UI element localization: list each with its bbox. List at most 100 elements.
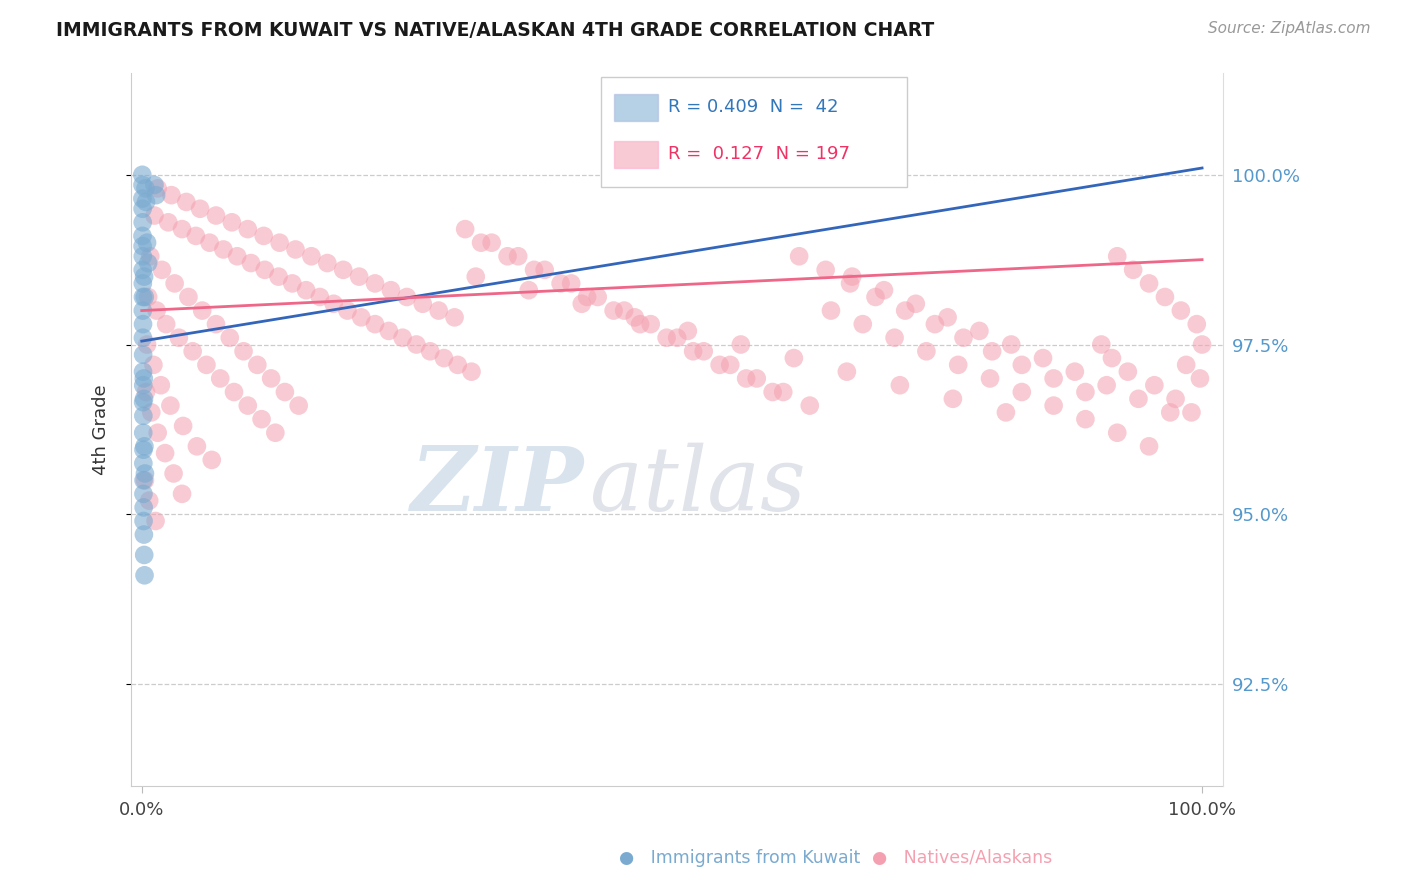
Point	[142, 358, 165, 372]
Point	[904, 297, 927, 311]
Point	[143, 178, 166, 192]
Point	[132, 409, 155, 423]
Point	[1107, 249, 1129, 263]
Point	[1000, 337, 1022, 351]
Point	[718, 358, 741, 372]
Point	[184, 228, 207, 243]
Point	[253, 263, 276, 277]
Point	[391, 331, 413, 345]
Point	[1159, 405, 1181, 419]
Point	[146, 425, 169, 440]
Point	[419, 344, 441, 359]
Point	[533, 263, 555, 277]
Point	[222, 384, 245, 399]
Point	[1191, 337, 1213, 351]
Point	[655, 331, 678, 345]
Point	[814, 263, 837, 277]
Point	[132, 365, 155, 379]
Point	[316, 256, 339, 270]
Point	[136, 337, 159, 351]
Point	[131, 239, 153, 253]
Point	[149, 378, 172, 392]
Point	[132, 527, 155, 541]
Point	[236, 399, 259, 413]
Point	[322, 297, 344, 311]
Point	[586, 290, 609, 304]
Point	[952, 331, 974, 345]
Point	[1090, 337, 1112, 351]
Point	[1164, 392, 1187, 406]
Point	[162, 467, 184, 481]
Point	[969, 324, 991, 338]
Point	[894, 303, 917, 318]
Point	[160, 188, 183, 202]
Point	[205, 317, 228, 331]
Point	[395, 290, 418, 304]
Point	[132, 277, 155, 291]
Point	[735, 371, 758, 385]
Text: R = 0.409  N =  42: R = 0.409 N = 42	[668, 98, 839, 116]
Point	[155, 317, 177, 331]
Text: atlas: atlas	[591, 443, 806, 530]
Point	[240, 256, 263, 270]
Point	[1154, 290, 1177, 304]
Point	[1032, 351, 1054, 365]
Point	[205, 209, 228, 223]
Point	[131, 192, 153, 206]
Point	[132, 249, 155, 263]
Point	[772, 384, 794, 399]
Point	[602, 303, 624, 318]
Point	[218, 331, 240, 345]
Point	[412, 297, 434, 311]
Point	[135, 384, 157, 399]
Point	[134, 548, 156, 562]
Point	[666, 331, 689, 345]
Point	[132, 378, 155, 392]
Point	[454, 222, 477, 236]
Point	[274, 384, 297, 399]
Y-axis label: 4th Grade: 4th Grade	[93, 384, 110, 475]
Point	[460, 365, 482, 379]
Point	[143, 209, 166, 223]
Point	[134, 290, 156, 304]
Point	[136, 235, 159, 250]
Point	[378, 324, 401, 338]
Point	[132, 500, 155, 515]
Point	[682, 344, 704, 359]
Point	[132, 263, 155, 277]
Point	[762, 384, 785, 399]
Text: IMMIGRANTS FROM KUWAIT VS NATIVE/ALASKAN 4TH GRADE CORRELATION CHART: IMMIGRANTS FROM KUWAIT VS NATIVE/ALASKAN…	[56, 21, 935, 39]
Point	[835, 365, 858, 379]
Point	[212, 243, 235, 257]
Point	[236, 222, 259, 236]
Point	[134, 181, 156, 195]
Point	[201, 453, 224, 467]
Point	[132, 303, 155, 318]
Point	[1011, 358, 1033, 372]
Point	[138, 493, 160, 508]
Point	[226, 249, 249, 263]
Point	[523, 263, 546, 277]
Point	[134, 568, 156, 582]
Point	[145, 303, 167, 318]
Point	[135, 194, 157, 209]
Point	[131, 228, 153, 243]
Point	[198, 235, 221, 250]
Point	[260, 371, 283, 385]
Point	[132, 331, 155, 345]
Point	[136, 256, 159, 270]
Point	[865, 290, 887, 304]
Point	[924, 317, 946, 331]
Point	[889, 378, 911, 392]
Point	[1180, 405, 1202, 419]
Point	[1185, 317, 1208, 331]
Point	[948, 358, 970, 372]
Point	[347, 269, 370, 284]
Point	[517, 283, 540, 297]
Point	[1042, 399, 1064, 413]
Point	[172, 419, 194, 434]
Point	[1128, 392, 1150, 406]
Point	[167, 331, 190, 345]
Bar	[614, 94, 658, 120]
Point	[232, 344, 254, 359]
